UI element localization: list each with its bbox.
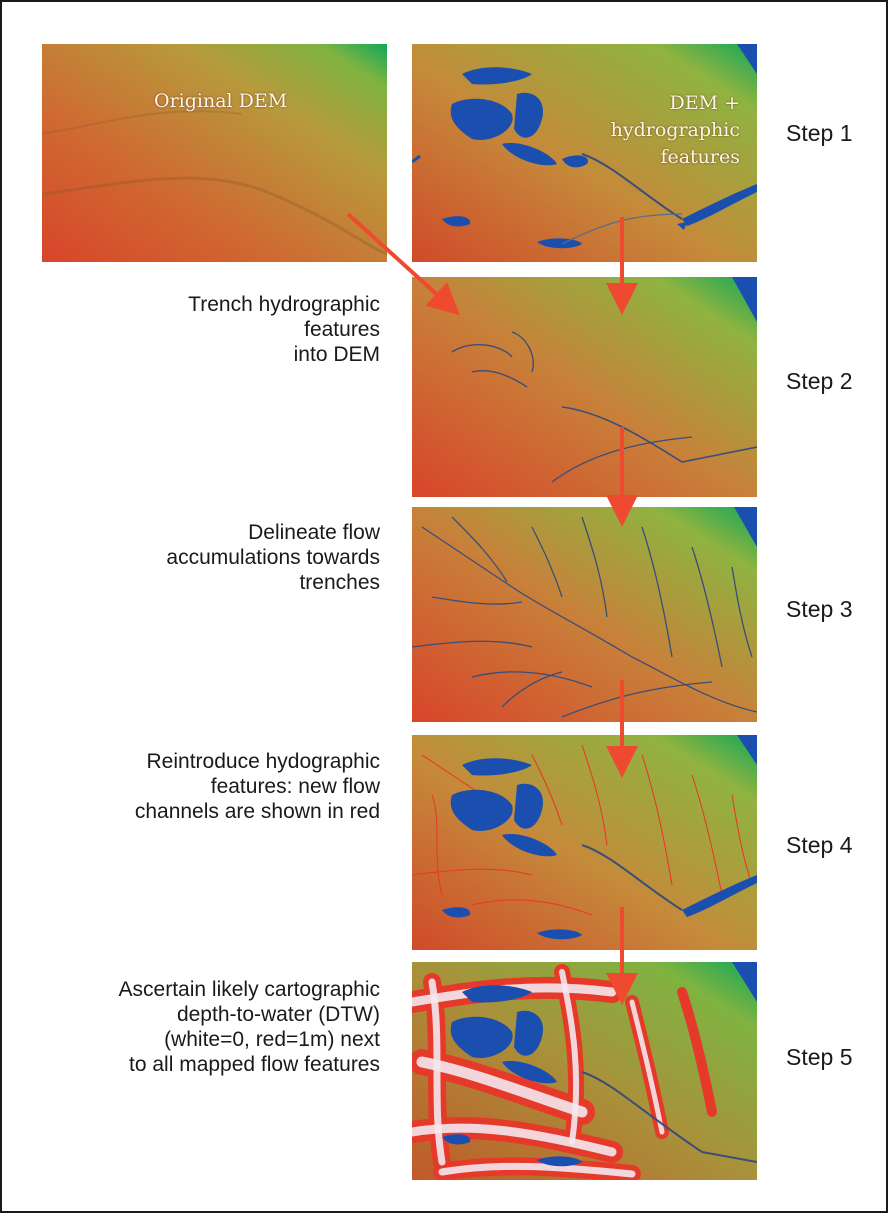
step1-label-line-3: features (660, 146, 740, 168)
step5-desc-line-3: (white=0, red=1m) next (164, 1028, 380, 1051)
step4-desc-line-1: Reintroduce hydographic (146, 750, 380, 773)
step3-description: Delineate flow accumulations towards tre… (166, 520, 380, 595)
step3-label: Step 3 (786, 596, 853, 622)
step1-panel-label: DEM + hydrographic features (580, 90, 740, 171)
step5-desc-line-2: depth-to-water (DTW) (176, 1003, 380, 1026)
step1-label-line-2: hydrographic (610, 119, 740, 141)
step5-description: Ascertain likely cartographic depth-to-w… (119, 977, 380, 1077)
step5-panel (412, 962, 757, 1180)
step4-label: Step 4 (786, 832, 853, 858)
step1-label: Step 1 (786, 120, 853, 146)
step2-panel (412, 277, 757, 497)
step1-panel: DEM + hydrographic features (412, 44, 757, 262)
original-dem-panel: Original DEM (42, 44, 387, 262)
original-dem-label: Original DEM (154, 90, 288, 112)
step1-label-line-1: DEM + (669, 92, 740, 114)
step3-desc-line-3: trenches (299, 571, 380, 594)
step5-label: Step 5 (786, 1044, 853, 1070)
step3-desc-line-2: accumulations towards (166, 546, 380, 569)
step4-description: Reintroduce hydographic features: new fl… (135, 749, 380, 824)
step3-panel (412, 507, 757, 722)
step2-desc-line-3: into DEM (293, 343, 380, 366)
step2-desc-line-1: Trench hydrographic (188, 293, 380, 316)
step5-desc-line-1: Ascertain likely cartographic (118, 978, 380, 1001)
step2-desc-line-2: features (304, 318, 380, 341)
step4-desc-line-2: features: new flow (210, 775, 380, 798)
step4-panel (412, 735, 757, 950)
step4-desc-line-3: channels are shown in red (134, 800, 380, 823)
step2-label: Step 2 (786, 368, 853, 394)
step3-desc-line-1: Delineate flow (248, 521, 380, 544)
step5-desc-line-4: to all mapped flow features (129, 1053, 380, 1076)
step2-description: Trench hydrographic features into DEM (188, 292, 380, 367)
